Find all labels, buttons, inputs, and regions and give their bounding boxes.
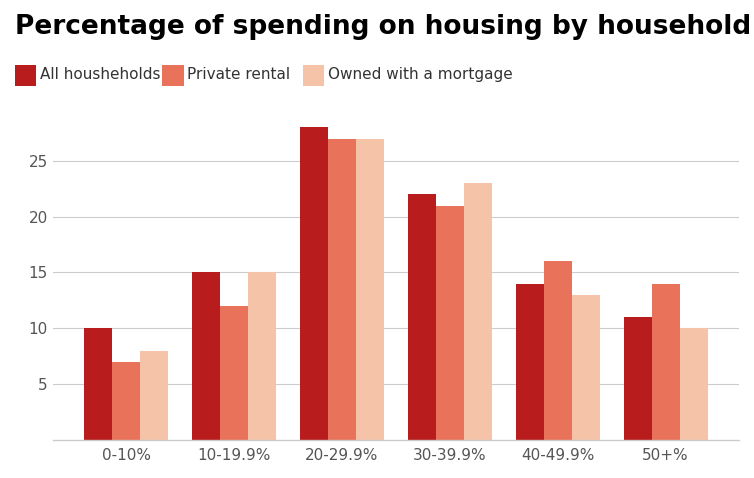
Bar xyxy=(624,317,651,440)
Bar xyxy=(436,206,464,440)
Bar xyxy=(356,139,384,440)
Bar xyxy=(679,328,708,440)
Bar xyxy=(192,272,220,440)
Bar xyxy=(516,283,544,440)
Bar xyxy=(300,128,328,440)
Text: All housheholds: All housheholds xyxy=(40,66,161,82)
Bar xyxy=(140,350,168,440)
Bar xyxy=(328,139,356,440)
Text: Owned with a mortgage: Owned with a mortgage xyxy=(327,66,513,82)
Text: Percentage of spending on housing by household type: Percentage of spending on housing by hou… xyxy=(15,14,754,40)
Bar xyxy=(544,261,572,440)
Bar xyxy=(220,306,248,440)
Bar xyxy=(408,195,436,440)
Bar xyxy=(572,295,600,440)
Bar xyxy=(112,362,140,440)
Bar xyxy=(248,272,276,440)
Bar xyxy=(84,328,112,440)
Text: Private rental: Private rental xyxy=(187,66,290,82)
Bar xyxy=(464,183,492,440)
Bar xyxy=(651,283,679,440)
